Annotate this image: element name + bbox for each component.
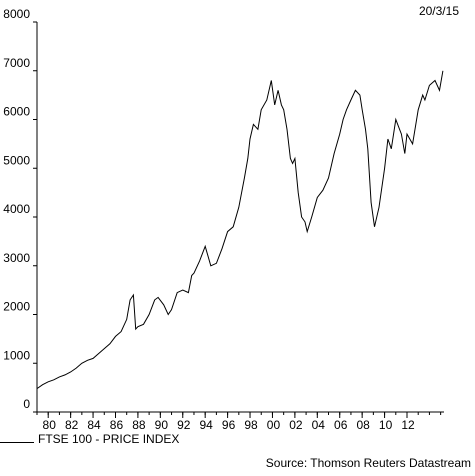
x-tick-label: 84 bbox=[87, 418, 101, 432]
series-layer bbox=[36, 70, 444, 390]
x-tick-label: 06 bbox=[334, 418, 348, 432]
chart-date: 20/3/15 bbox=[418, 4, 459, 18]
y-tick-label: 2000 bbox=[3, 300, 30, 314]
x-tick-label: 02 bbox=[289, 418, 303, 432]
x-tick-label: 08 bbox=[356, 418, 370, 432]
y-tick-label: 5000 bbox=[3, 153, 30, 167]
legend-line-swatch bbox=[0, 441, 34, 443]
x-tick-label: 82 bbox=[65, 418, 79, 432]
x-tick-label: 90 bbox=[155, 418, 169, 432]
x-tick-label: 98 bbox=[244, 418, 258, 432]
x-tick-label: 88 bbox=[132, 418, 146, 432]
y-axis: 0 1000 2000 3000 4000 5000 6000 7000 8000 bbox=[3, 7, 38, 413]
y-tick-label: 4000 bbox=[3, 202, 30, 216]
y-tick-label: 8000 bbox=[3, 7, 30, 21]
x-tick-label: 04 bbox=[312, 418, 326, 432]
y-tick-label: 1000 bbox=[3, 348, 30, 362]
y-tick-label: 6000 bbox=[3, 105, 30, 119]
x-tick-label: 86 bbox=[110, 418, 124, 432]
x-tick-label: 92 bbox=[177, 418, 191, 432]
y-tick-label: 3000 bbox=[3, 251, 30, 265]
x-tick-label: 96 bbox=[222, 418, 236, 432]
y-tick-label: 7000 bbox=[3, 56, 30, 70]
legend-label: FTSE 100 - PRICE INDEX bbox=[38, 432, 180, 446]
legend: FTSE 100 - PRICE INDEX bbox=[0, 432, 179, 446]
x-tick-label: 94 bbox=[200, 418, 214, 432]
x-axis: 80 82 84 86 88 90 92 94 96 98 00 02 04 06 08 10 12 bbox=[36, 411, 444, 432]
x-tick-label: 12 bbox=[401, 418, 415, 432]
source-note: Source: Thomson Reuters Datastream bbox=[265, 456, 471, 470]
y-tick-label: 0 bbox=[23, 397, 30, 411]
x-tick-label: 10 bbox=[379, 418, 393, 432]
series-line-ftse-100 bbox=[36, 70, 444, 390]
x-tick-label: 00 bbox=[267, 418, 281, 432]
x-tick-label: 80 bbox=[43, 418, 57, 432]
